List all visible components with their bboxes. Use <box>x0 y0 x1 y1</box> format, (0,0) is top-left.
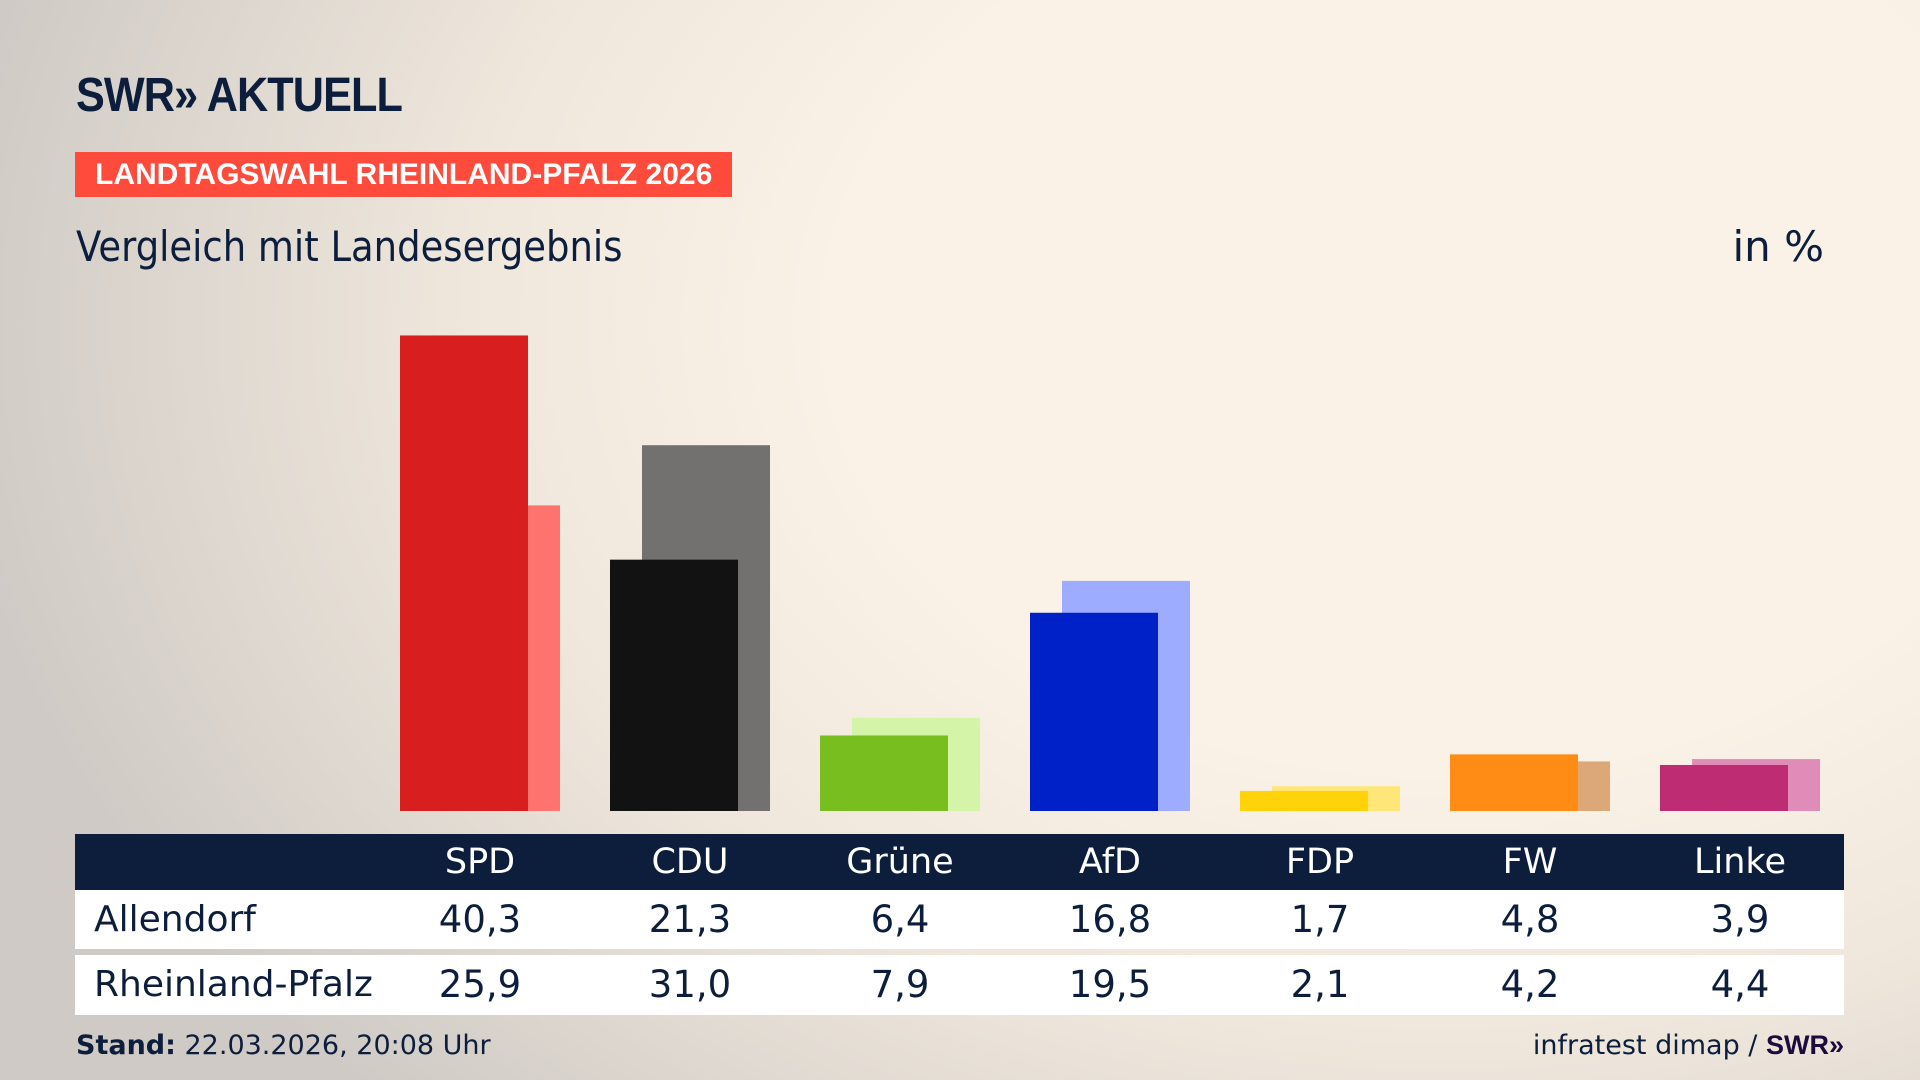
local-bar-cdu <box>610 559 738 811</box>
stand-label: Stand: <box>76 1030 176 1061</box>
timestamp: Stand: 22.03.2026, 20:08 Uhr <box>76 1030 491 1061</box>
source: infratest dimap / SWR» <box>1533 1030 1844 1061</box>
value-cell: 25,9 <box>438 963 522 1006</box>
column-header: Grüne <box>846 842 954 882</box>
column-header: AfD <box>1079 842 1141 882</box>
value-cell: 4,8 <box>1500 898 1560 941</box>
value-cell: 16,8 <box>1068 898 1152 941</box>
swr-aktuell-logo: SWR» AKTUELL <box>76 69 403 122</box>
local-bar-linke <box>1660 764 1788 811</box>
value-cell: 7,9 <box>870 963 930 1006</box>
local-bar-fdp <box>1240 790 1368 811</box>
value-cell: 19,5 <box>1068 963 1152 1006</box>
value-cell: 21,3 <box>648 898 732 941</box>
local-bar-grüne <box>820 735 948 811</box>
column-header: CDU <box>651 842 729 882</box>
local-bar-afd <box>1030 612 1158 811</box>
value-cell: 40,3 <box>438 898 522 941</box>
table-row: Allendorf 40,3 21,3 6,4 16,8 1,7 4,8 3,9 <box>75 890 1844 949</box>
column-header: SPD <box>444 842 516 882</box>
chart-subtitle: Vergleich mit Landesergebnis <box>76 222 623 271</box>
table-header: SPD CDU Grüne AfD FDP FW Linke <box>75 834 1844 890</box>
value-cell: 4,4 <box>1710 963 1770 1006</box>
election-badge: LANDTAGSWAHL RHEINLAND-PFALZ 2026 <box>75 152 733 197</box>
column-header: FDP <box>1285 842 1355 882</box>
value-cell: 3,9 <box>1710 898 1770 941</box>
table-row: Rheinland-Pfalz 25,9 31,0 7,9 19,5 2,1 4,2 4,4 <box>75 955 1844 1015</box>
value-cell: 2,1 <box>1290 963 1350 1006</box>
column-header: FW <box>1502 842 1558 882</box>
column-header: Linke <box>1694 842 1786 882</box>
results-table: SPD CDU Grüne AfD FDP FW Linke Allendorf 40,3 2… <box>75 834 1844 1015</box>
local-bar-spd <box>400 335 528 811</box>
value-cell: 4,2 <box>1500 963 1560 1006</box>
row-label: Rheinland-Pfalz <box>94 964 373 1005</box>
value-cell: 6,4 <box>870 898 930 941</box>
source-text: infratest dimap / <box>1532 1030 1766 1061</box>
swr-logo-small: SWR» <box>1765 1030 1844 1060</box>
row-label: Allendorf <box>94 899 256 940</box>
unit-label: in % <box>1732 222 1824 271</box>
value-cell: 1,7 <box>1290 898 1350 941</box>
local-bar-fw <box>1450 754 1578 811</box>
value-cell: 31,0 <box>648 963 732 1006</box>
stand-value: 22.03.2026, 20:08 Uhr <box>175 1030 491 1061</box>
